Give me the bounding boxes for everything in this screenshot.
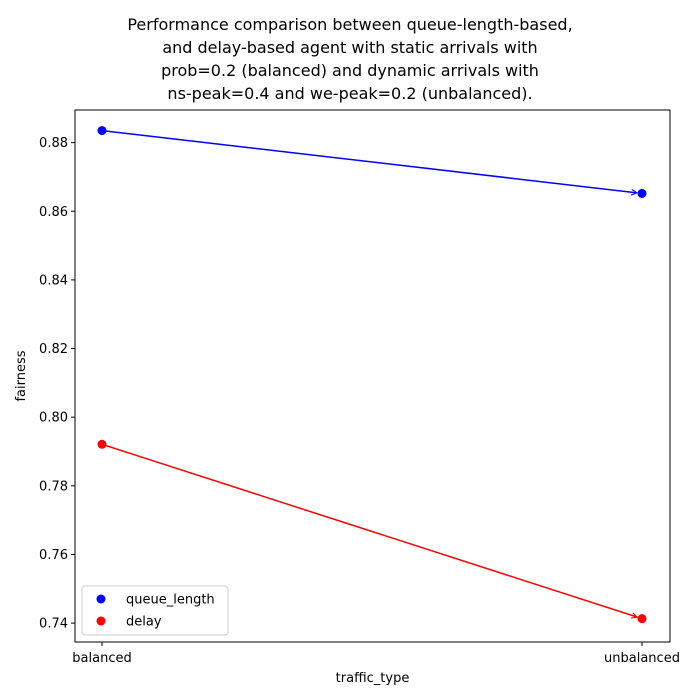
x-tick-label-unbalanced: unbalanced <box>604 651 680 666</box>
series-layer <box>97 126 647 624</box>
legend-marker-queue_length <box>96 594 106 604</box>
chart-title-line-4: ns-peak=0.4 and we-peak=0.2 (unbalanced)… <box>167 84 533 103</box>
y-tick-label: 0.88 <box>39 136 68 151</box>
chart-title-line-3: prob=0.2 (balanced) and dynamic arrivals… <box>161 61 539 80</box>
legend-marker-delay <box>96 616 106 626</box>
chart-title-line-1: Performance comparison between queue-len… <box>127 15 573 34</box>
data-point-delay-balanced <box>97 439 107 449</box>
legend-label-delay: delay <box>126 615 162 630</box>
y-tick-label: 0.82 <box>39 342 68 357</box>
data-point-queue_length-balanced <box>97 126 107 136</box>
y-tick-label: 0.84 <box>39 273 68 288</box>
axes-layer: 0.74 0.76 0.78 0.80 0.82 0.84 0.86 0.88 balanced… <box>14 109 680 686</box>
series-line-queue_length <box>101 129 637 193</box>
y-tick-label: 0.86 <box>39 205 68 220</box>
legend-box <box>81 585 229 636</box>
legend-label-queue_length: queue_length <box>126 593 215 608</box>
series-line-delay <box>101 443 637 617</box>
x-axis-label: traffic_type <box>336 671 410 686</box>
y-axis-label: fairness <box>14 350 29 401</box>
data-point-delay-unbalanced <box>637 614 647 624</box>
plot-frame <box>74 109 671 643</box>
data-point-queue_length-unbalanced <box>637 188 647 198</box>
y-tick-label: 0.80 <box>39 411 68 426</box>
y-tick-label: 0.76 <box>39 548 68 563</box>
y-tick-label: 0.78 <box>39 479 68 494</box>
x-tick-label-balanced: balanced <box>72 651 131 666</box>
chart-title: Performance comparison between queue-len… <box>0 13 700 105</box>
chart-title-line-2: and delay-based agent with static arriva… <box>162 38 538 57</box>
y-tick-label: 0.74 <box>39 617 68 632</box>
